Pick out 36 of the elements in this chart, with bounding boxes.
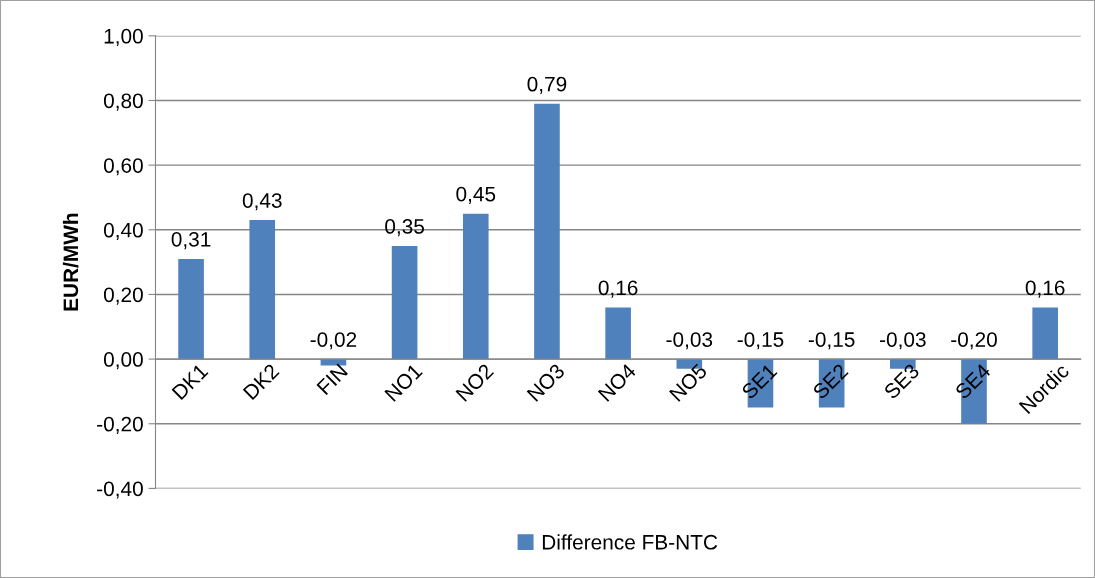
data-label: 0,43	[242, 193, 282, 211]
y-tick-label: 0,20	[103, 287, 143, 305]
data-label: -0,03	[880, 332, 926, 350]
data-label: 0,16	[598, 280, 638, 298]
bar	[534, 103, 560, 360]
data-label: -0,02	[310, 332, 357, 350]
y-tick-label: 0,40	[103, 222, 143, 241]
x-tick-label: FIN	[316, 363, 348, 396]
bar	[178, 258, 204, 360]
bar	[605, 307, 631, 360]
x-tick-label: SE3	[883, 362, 921, 400]
y-axis-title: EUR/MWh	[62, 213, 79, 311]
data-label: -0,20	[951, 332, 997, 350]
x-tick-label: SE4	[954, 362, 992, 400]
x-tick-label: DK1	[171, 363, 209, 401]
x-tick-label: SE2	[811, 363, 849, 400]
y-tick-label: -0,20	[97, 416, 143, 434]
x-tick-label: SE1	[740, 362, 778, 400]
data-label: -0,03	[666, 332, 713, 350]
y-tick-label: 0,60	[103, 158, 143, 176]
y-tick-label: 0,00	[103, 352, 143, 370]
y-tick-label: 1,00	[104, 28, 143, 47]
bar	[391, 245, 418, 360]
data-label: 0,16	[1025, 280, 1065, 298]
legend-label: Difference FB-NTC	[542, 534, 718, 550]
data-label: 0,79	[527, 76, 567, 94]
data-label: 0,31	[171, 231, 211, 250]
bar	[1032, 307, 1058, 360]
data-label: -0,15	[737, 332, 784, 350]
bar	[249, 220, 276, 360]
bar	[462, 213, 489, 360]
data-label: 0,35	[385, 219, 424, 237]
y-tick-label: 0,80	[103, 93, 143, 111]
data-label: 0,45	[456, 186, 496, 204]
y-tick-label: -0,40	[97, 481, 143, 499]
data-label: -0,15	[808, 332, 855, 350]
